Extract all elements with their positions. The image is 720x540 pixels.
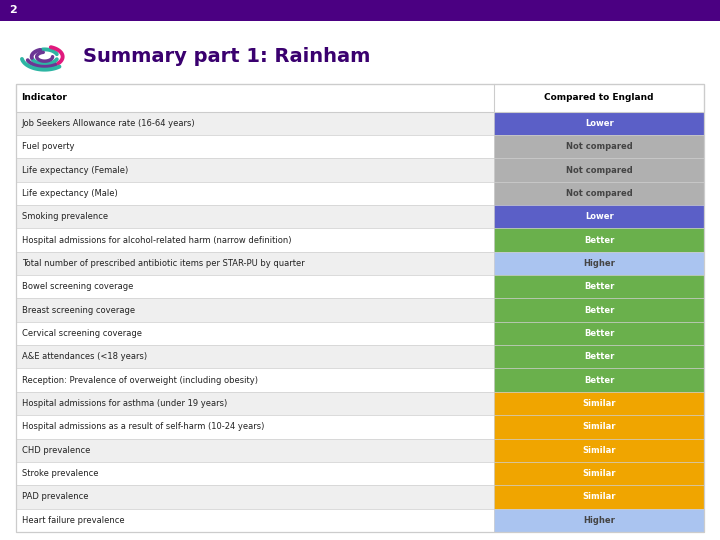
Text: Similar: Similar bbox=[582, 422, 616, 431]
Text: Not compared: Not compared bbox=[566, 189, 633, 198]
Text: Not compared: Not compared bbox=[566, 166, 633, 174]
Text: Breast screening coverage: Breast screening coverage bbox=[22, 306, 135, 315]
Text: Stroke prevalence: Stroke prevalence bbox=[22, 469, 98, 478]
Text: Higher: Higher bbox=[583, 516, 615, 525]
Bar bbox=[16, 485, 494, 509]
Text: Bowel screening coverage: Bowel screening coverage bbox=[22, 282, 133, 291]
Bar bbox=[16, 322, 494, 345]
Bar bbox=[16, 345, 494, 368]
Bar bbox=[16, 252, 494, 275]
Text: Smoking prevalence: Smoking prevalence bbox=[22, 212, 108, 221]
Text: Hospital admissions for alcohol-related harm (narrow definition): Hospital admissions for alcohol-related … bbox=[22, 235, 291, 245]
Text: CHD prevalence: CHD prevalence bbox=[22, 446, 90, 455]
Bar bbox=[16, 392, 494, 415]
Text: Indicator: Indicator bbox=[22, 93, 68, 102]
Bar bbox=[494, 158, 704, 182]
Bar bbox=[16, 158, 494, 182]
Text: Heart failure prevalence: Heart failure prevalence bbox=[22, 516, 125, 525]
Text: Better: Better bbox=[584, 306, 614, 315]
Bar bbox=[494, 345, 704, 368]
Text: Reception: Prevalence of overweight (including obesity): Reception: Prevalence of overweight (inc… bbox=[22, 376, 258, 384]
Bar bbox=[16, 438, 494, 462]
Bar bbox=[16, 462, 494, 485]
Text: Better: Better bbox=[584, 329, 614, 338]
Text: PAD prevalence: PAD prevalence bbox=[22, 492, 88, 501]
Bar bbox=[494, 112, 704, 135]
Text: Job Seekers Allowance rate (16-64 years): Job Seekers Allowance rate (16-64 years) bbox=[22, 119, 195, 128]
Text: Not compared: Not compared bbox=[566, 142, 633, 151]
Bar bbox=[494, 205, 704, 228]
Bar bbox=[494, 462, 704, 485]
Text: Lower: Lower bbox=[585, 212, 613, 221]
Bar bbox=[494, 485, 704, 509]
Text: Summary part 1: Rainham: Summary part 1: Rainham bbox=[83, 47, 370, 66]
Bar bbox=[494, 392, 704, 415]
Text: Total number of prescribed antibiotic items per STAR-PU by quarter: Total number of prescribed antibiotic it… bbox=[22, 259, 305, 268]
Text: Similar: Similar bbox=[582, 446, 616, 455]
Text: Higher: Higher bbox=[583, 259, 615, 268]
Bar bbox=[16, 368, 494, 392]
Text: Life expectancy (Male): Life expectancy (Male) bbox=[22, 189, 117, 198]
Bar bbox=[494, 182, 704, 205]
Text: A&E attendances (<18 years): A&E attendances (<18 years) bbox=[22, 352, 147, 361]
Bar bbox=[494, 299, 704, 322]
Bar bbox=[494, 368, 704, 392]
Bar bbox=[16, 84, 704, 112]
Text: Compared to England: Compared to England bbox=[544, 93, 654, 102]
Bar bbox=[16, 228, 494, 252]
Text: Better: Better bbox=[584, 352, 614, 361]
Text: Life expectancy (Female): Life expectancy (Female) bbox=[22, 166, 128, 174]
Bar bbox=[16, 415, 494, 438]
Bar bbox=[494, 322, 704, 345]
Bar bbox=[494, 438, 704, 462]
Bar bbox=[0, 0, 720, 21]
Bar bbox=[16, 275, 494, 299]
Bar bbox=[494, 275, 704, 299]
Bar bbox=[16, 509, 494, 532]
Text: 2: 2 bbox=[9, 5, 17, 15]
Bar bbox=[494, 252, 704, 275]
Bar bbox=[16, 205, 494, 228]
Bar bbox=[494, 415, 704, 438]
Text: Hospital admissions as a result of self-harm (10-24 years): Hospital admissions as a result of self-… bbox=[22, 422, 264, 431]
Text: Similar: Similar bbox=[582, 492, 616, 501]
Text: Similar: Similar bbox=[582, 399, 616, 408]
Text: Better: Better bbox=[584, 376, 614, 384]
Text: Cervical screening coverage: Cervical screening coverage bbox=[22, 329, 142, 338]
Bar bbox=[494, 509, 704, 532]
Bar bbox=[16, 112, 494, 135]
Text: Fuel poverty: Fuel poverty bbox=[22, 142, 74, 151]
Text: Better: Better bbox=[584, 282, 614, 291]
Text: Lower: Lower bbox=[585, 119, 613, 128]
Text: Similar: Similar bbox=[582, 469, 616, 478]
Text: Better: Better bbox=[584, 235, 614, 245]
Bar bbox=[494, 228, 704, 252]
Bar bbox=[16, 84, 704, 532]
Text: Hospital admissions for asthma (under 19 years): Hospital admissions for asthma (under 19… bbox=[22, 399, 227, 408]
Bar bbox=[16, 182, 494, 205]
Bar bbox=[494, 135, 704, 158]
Bar bbox=[16, 135, 494, 158]
Bar bbox=[16, 299, 494, 322]
